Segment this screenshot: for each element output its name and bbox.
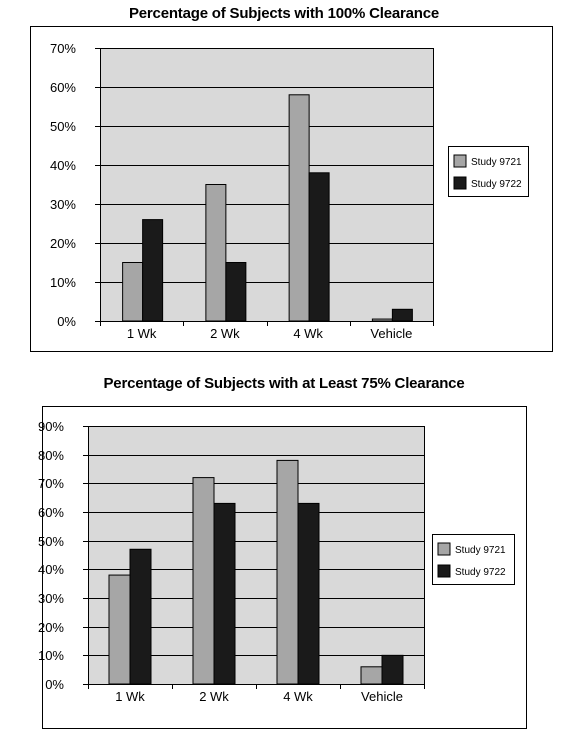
y-tick-label: 20% bbox=[50, 236, 76, 251]
bar bbox=[205, 184, 227, 322]
y-tick-label: 10% bbox=[50, 275, 76, 290]
bar bbox=[391, 308, 413, 322]
y-tick-label: 0% bbox=[57, 314, 76, 329]
x-tick-label: 4 Wk bbox=[283, 689, 313, 704]
y-tick-label: 40% bbox=[50, 158, 76, 173]
legend-swatch bbox=[437, 542, 451, 556]
bar bbox=[129, 548, 152, 685]
bar bbox=[225, 262, 247, 322]
x-tick-label: 1 Wk bbox=[115, 689, 145, 704]
bar bbox=[192, 477, 215, 685]
chart-1-title: Percentage of Subjects with 100% Clearan… bbox=[128, 5, 440, 22]
bar bbox=[360, 666, 383, 685]
bar bbox=[276, 459, 299, 685]
chart-2-title: Percentage of Subjects with at Least 75%… bbox=[103, 375, 465, 392]
legend-label: Study 9721 bbox=[455, 545, 506, 556]
bar bbox=[122, 262, 144, 322]
x-tick-label: 2 Wk bbox=[210, 326, 240, 341]
legend-label: Study 9722 bbox=[455, 567, 506, 578]
chart-1: 0% 10% 20% 30% 40% 50% 60% 70% 1 Wk 2 Wk 4 Wk Vehic… bbox=[30, 26, 553, 352]
y-tick-label: 30% bbox=[38, 591, 64, 606]
y-tick-label: 70% bbox=[50, 41, 76, 56]
y-tick-label: 60% bbox=[50, 80, 76, 95]
y-tick-label: 80% bbox=[38, 448, 64, 463]
legend-label: Study 9722 bbox=[471, 179, 522, 190]
bar bbox=[288, 94, 310, 322]
y-tick-label: 30% bbox=[50, 197, 76, 212]
legend-label: Study 9721 bbox=[471, 157, 522, 168]
bar bbox=[108, 574, 131, 685]
chart-2: 0% 10% 20% 30% 40% 50% 60% 70% 80% 90% 1 Wk 2 Wk 4 W… bbox=[38, 406, 527, 729]
y-tick-label: 0% bbox=[45, 677, 64, 692]
y-tick-label: 50% bbox=[50, 119, 76, 134]
y-tick-label: 60% bbox=[38, 505, 64, 520]
y-tick-label: 90% bbox=[38, 419, 64, 434]
bar bbox=[371, 318, 393, 322]
bar bbox=[213, 502, 236, 685]
y-tick-label: 20% bbox=[38, 620, 64, 635]
bar bbox=[381, 654, 404, 685]
y-tick-label: 50% bbox=[38, 534, 64, 549]
x-tick-label: 1 Wk bbox=[127, 326, 157, 341]
bar bbox=[142, 219, 164, 322]
y-tick-label: 10% bbox=[38, 648, 64, 663]
y-tick-label: 70% bbox=[38, 476, 64, 491]
legend-swatch bbox=[453, 176, 467, 190]
bar bbox=[297, 502, 320, 685]
x-tick-label: Vehicle bbox=[361, 689, 403, 704]
legend-swatch bbox=[453, 154, 467, 168]
x-tick-label: 2 Wk bbox=[199, 689, 229, 704]
y-tick-label: 40% bbox=[38, 562, 64, 577]
x-tick-label: Vehicle bbox=[370, 326, 412, 341]
legend-swatch bbox=[437, 564, 451, 578]
x-tick-label: 4 Wk bbox=[293, 326, 323, 341]
bar bbox=[308, 172, 330, 322]
